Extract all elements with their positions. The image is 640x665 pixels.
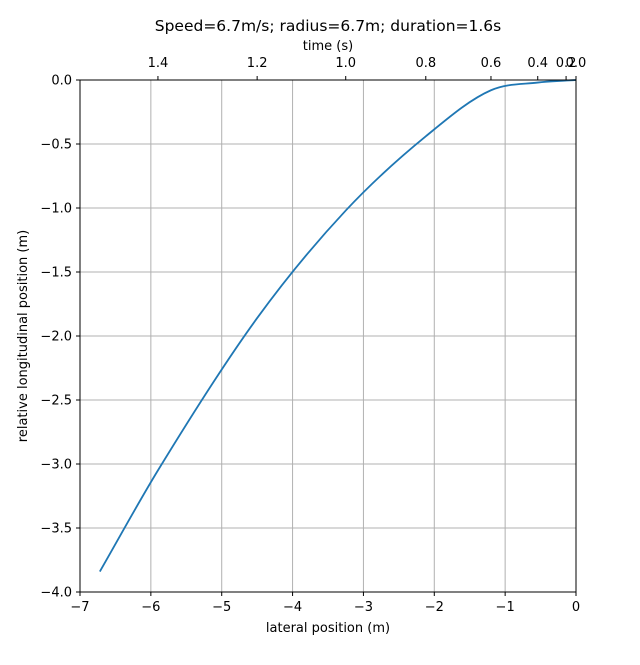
x-tick-label: −7 — [70, 600, 89, 615]
x-tick-label: −1 — [496, 600, 515, 615]
y-axis-label: relative longitudinal position (m) — [16, 230, 31, 442]
y-tick-label: 0.0 — [51, 74, 72, 89]
x-tick-label: 0 — [572, 600, 580, 615]
x-tick-label: −2 — [425, 600, 444, 615]
grid — [79, 79, 577, 593]
top-tick-label: 1.2 — [247, 56, 268, 71]
top-tick-label: 0.4 — [527, 56, 548, 71]
data-layer — [99, 79, 577, 572]
ticks — [76, 76, 577, 596]
top-tick-label: 1.4 — [148, 56, 169, 71]
y-tick-label: −3.0 — [40, 458, 72, 473]
top-tick-label: 0.0 — [566, 56, 587, 71]
chart-title: Speed=6.7m/s; radius=6.7m; duration=1.6s — [155, 17, 502, 35]
top-axis-label: time (s) — [303, 39, 353, 54]
top-tick-label: 1.0 — [335, 56, 356, 71]
top-tick-label: 0.6 — [481, 56, 502, 71]
y-tick-label: −0.5 — [40, 138, 72, 153]
x-tick-label: −4 — [283, 600, 302, 615]
y-tick-label: −3.5 — [40, 522, 72, 537]
y-tick-label: −1.0 — [40, 202, 72, 217]
top-tick-label: 0.2 — [556, 56, 577, 71]
y-tick-label: −1.5 — [40, 266, 72, 281]
series-line — [99, 79, 577, 572]
y-tick-label: −2.0 — [40, 330, 72, 345]
tick-labels: −7 −6 −5 −4 −3 −2 −1 0 0.0 −0.5 −1.0 −1.5 −2.0 −2.5 −3… — [40, 56, 586, 615]
x-tick-label: −5 — [212, 600, 231, 615]
y-tick-label: −2.5 — [40, 394, 72, 409]
x-tick-label: −3 — [354, 600, 373, 615]
top-tick-label: 0.8 — [415, 56, 436, 71]
y-tick-label: −4.0 — [40, 586, 72, 601]
x-tick-label: −6 — [141, 600, 160, 615]
x-axis-label: lateral position (m) — [266, 621, 390, 636]
